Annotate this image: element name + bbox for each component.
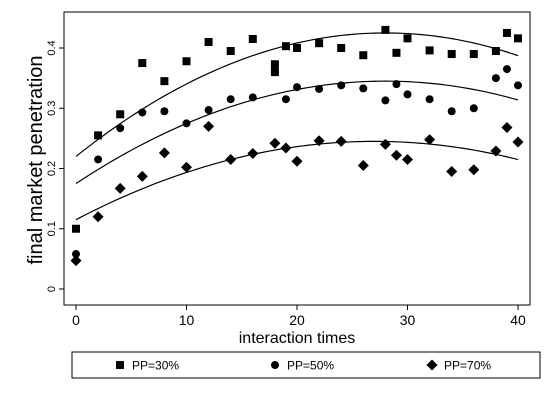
circle-point (514, 81, 522, 90)
square-point (392, 48, 401, 57)
circle-point (281, 95, 290, 104)
square-point (160, 77, 169, 86)
diamond-point (446, 166, 458, 178)
legend: PP=30% PP=50% PP=70% (71, 351, 541, 379)
x-tick-label: 10 (179, 312, 195, 328)
circle-point (248, 93, 257, 102)
square-point (116, 361, 124, 369)
diamond-point (390, 149, 402, 161)
diamond-point (357, 159, 369, 171)
circle-point (138, 108, 147, 117)
diamond-point (114, 182, 126, 194)
x-tick-label: 30 (400, 312, 416, 328)
circle-point (116, 124, 125, 133)
diamond-point (136, 170, 148, 182)
square-point (337, 44, 346, 52)
square-point (248, 34, 257, 43)
y-tick-label: 0.1 (46, 221, 58, 236)
square-point (293, 44, 301, 52)
legend-box (71, 351, 541, 379)
circle-point (392, 80, 401, 89)
square-point (469, 50, 478, 59)
diamond-point (379, 138, 391, 150)
square-point (359, 51, 368, 60)
diamond-point (402, 153, 413, 165)
diamond-point (247, 147, 259, 159)
square-point (403, 34, 412, 43)
square-point (491, 47, 500, 56)
circle-point (381, 96, 390, 105)
legend-label: PP=70% (444, 359, 491, 373)
square-point (514, 34, 522, 43)
circle-point (271, 361, 279, 369)
square-point (281, 42, 290, 51)
circle-point (270, 68, 279, 77)
y-axis: 0 0.1 0.2 0.3 0.4 (46, 40, 64, 292)
square-point (138, 59, 147, 68)
diamond-point (158, 147, 170, 159)
square-point (425, 46, 434, 55)
square-point (94, 131, 103, 140)
square-point (204, 37, 213, 46)
circle-point (359, 84, 368, 93)
circle-point (226, 95, 235, 104)
diamond-point (426, 359, 438, 371)
circle-point (204, 106, 213, 115)
square-point (72, 224, 80, 233)
square-point (381, 25, 390, 34)
square-point (182, 57, 191, 66)
diamond-point (203, 120, 215, 132)
circle-point (315, 84, 324, 93)
square-point (502, 28, 511, 37)
diamond-point (269, 137, 281, 149)
x-tick-label: 40 (510, 312, 526, 328)
data-points (70, 25, 524, 267)
fit-curve (75, 140, 519, 221)
diamond-point (225, 153, 237, 165)
diamond-point (424, 134, 436, 146)
x-axis: 0 10 20 30 40 (72, 305, 526, 328)
circle-point (160, 107, 169, 116)
fit-curve (75, 32, 519, 157)
square-point (315, 39, 324, 48)
square-point (447, 50, 456, 59)
diamond-point (501, 122, 513, 134)
circle-point (469, 104, 478, 113)
diamond-point (280, 142, 292, 154)
y-tick-label: 0.2 (46, 161, 58, 176)
diamond-point (92, 211, 104, 223)
square-point (116, 110, 125, 119)
y-axis-title: final market penetration (25, 55, 47, 264)
circle-point (403, 90, 412, 99)
circle-point (502, 65, 511, 74)
circle-point (425, 95, 434, 104)
diamond-point (512, 136, 524, 148)
diamond-point (70, 255, 82, 267)
circle-point (182, 119, 191, 128)
circle-point (337, 81, 346, 90)
diamond-point (490, 145, 502, 157)
circle-point (491, 74, 500, 83)
circle-point (72, 250, 80, 259)
y-tick-label: 0.4 (46, 40, 58, 55)
x-tick-label: 20 (289, 312, 305, 328)
y-tick-label: 0 (46, 286, 58, 292)
circle-point (447, 107, 456, 116)
legend-label: PP=30% (132, 359, 179, 373)
diamond-point (335, 135, 347, 147)
circle-point (94, 155, 103, 164)
legend-label: PP=50% (287, 359, 334, 373)
square-point (226, 47, 235, 56)
x-axis-title: interaction times (239, 330, 356, 347)
diamond-point (291, 155, 303, 167)
x-tick-label: 0 (72, 312, 80, 328)
square-point (270, 60, 279, 69)
diamond-point (181, 161, 192, 173)
circle-point (293, 83, 301, 92)
diamond-point (468, 164, 480, 176)
y-tick-label: 0.3 (46, 101, 58, 116)
diamond-point (313, 135, 325, 147)
